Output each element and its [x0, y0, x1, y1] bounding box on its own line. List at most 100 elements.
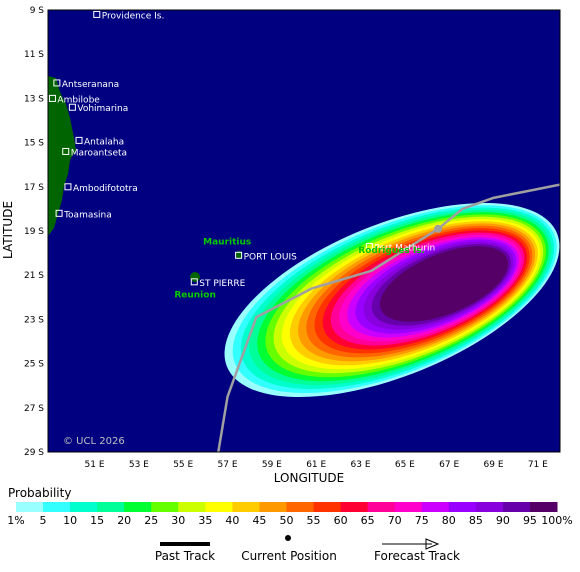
legend-swatch — [205, 502, 233, 512]
place-label: Ambodifototra — [73, 184, 138, 194]
probability-swath — [224, 202, 560, 398]
legend-swatch — [340, 502, 369, 512]
legend-label: 30 — [171, 514, 185, 527]
legend-label: 45 — [252, 514, 266, 527]
legend-label: 10 — [63, 514, 77, 527]
place-marker — [48, 94, 56, 102]
probability-legend: 1% 5 10 15 20 25 30 35 40 45 50 55 60 65 70 75 80 85 90 95 1… — [7, 502, 573, 527]
strike-probability-map: Providence Is. Antseranana AmbilobeVohimar… — [1, 6, 561, 485]
place-label: Antseranana — [62, 80, 119, 90]
place-label: Providence Is. — [102, 11, 165, 21]
storm-track — [217, 183, 560, 452]
track-legend: Past Track Current Position Forecast Tra… — [155, 535, 460, 563]
place-label: PORT LOUIS — [244, 252, 297, 262]
legend-swatch — [16, 502, 44, 512]
place-label: Ambilobe — [57, 95, 100, 105]
latitude-ticks: 9 S 11 S 13 S 15 S 17 S 19 S 21 S 23 S 25 S 27 S 2… — [24, 6, 44, 458]
legend-swatch — [151, 502, 179, 512]
latitude-tick-label: 25 S — [24, 360, 44, 370]
forecast-track-label: Forecast Track — [374, 549, 460, 563]
legend-label: 35 — [198, 514, 212, 527]
forecast-track-line — [437, 183, 560, 230]
legend-swatch — [421, 502, 450, 512]
place-marker — [75, 136, 83, 144]
longitude-tick-label: 65 E — [395, 460, 415, 470]
legend-label: 25 — [144, 514, 158, 527]
madagascar-coast — [48, 76, 76, 236]
place-marker — [93, 10, 101, 18]
place-marker — [62, 147, 70, 155]
legend-swatch — [367, 502, 396, 512]
legend-swatch — [259, 502, 287, 512]
longitude-tick-label: 53 E — [129, 460, 149, 470]
island-label: Rodrigues Is. — [358, 246, 425, 256]
place-marker — [64, 183, 72, 191]
legend-swatch — [475, 502, 504, 512]
legend-swatch — [313, 502, 342, 512]
legend-swatch — [97, 502, 125, 512]
latitude-tick-label: 17 S — [24, 183, 44, 193]
mauritius-island — [236, 251, 242, 259]
plot-frame — [47, 9, 561, 453]
longitude-tick-label: 67 E — [439, 460, 459, 470]
latitude-tick-label: 11 S — [24, 50, 44, 60]
place-marker — [190, 278, 198, 286]
island-label: Mauritius — [203, 237, 251, 247]
past-track-label: Past Track — [155, 549, 215, 563]
latitude-tick-label: 13 S — [24, 94, 44, 104]
legend-label: 55 — [307, 514, 321, 527]
latitude-tick-label: 9 S — [30, 6, 45, 16]
longitude-tick-label: 55 E — [173, 460, 193, 470]
legend-label: 60 — [334, 514, 348, 527]
forecast-arrow-icon — [425, 538, 440, 550]
longitude-ticks: 51 E 53 E 55 E 57 E 59 E 61 E 63 E 65 E 67 E 69 E… — [85, 460, 549, 470]
latitude-tick-label: 29 S — [24, 448, 44, 458]
latitude-tick-label: 21 S — [24, 271, 44, 281]
place-marker — [53, 79, 61, 87]
latitude-tick-label: 27 S — [24, 404, 44, 414]
legend-label: 90 — [496, 514, 510, 527]
legend-label: 50 — [280, 514, 294, 527]
legend-label: 15 — [90, 514, 104, 527]
legend-swatch — [502, 502, 531, 512]
place-label: ST PIERRE — [199, 279, 245, 289]
place-marker — [68, 103, 76, 111]
copyright: © UCL 2026 — [63, 436, 125, 447]
landmasses — [48, 76, 242, 282]
legend-swatch — [394, 502, 423, 512]
legend-label: 85 — [469, 514, 483, 527]
longitude-tick-label: 61 E — [306, 460, 326, 470]
legend-swatch — [232, 502, 260, 512]
longitude-tick-label: 71 E — [528, 460, 548, 470]
legend-label: 75 — [415, 514, 429, 527]
latitude-tick-label: 23 S — [24, 315, 44, 325]
legend-label: 80 — [442, 514, 456, 527]
legend-label: 95 — [523, 514, 537, 527]
place-label: Vohimarina — [77, 104, 128, 114]
legend-swatch — [178, 502, 206, 512]
legend-swatch — [529, 502, 558, 512]
place-label: Maroantseta — [71, 148, 127, 158]
legend-swatch — [43, 502, 71, 512]
past-track-line — [217, 227, 439, 452]
legend-label: 20 — [117, 514, 131, 527]
place-marker — [365, 242, 373, 250]
latitude-tick-label: 15 S — [24, 139, 44, 149]
legend-label: 65 — [361, 514, 375, 527]
legend-swatch — [448, 502, 477, 512]
island-label: Reunion — [174, 290, 216, 300]
current-position-label: Current Position — [241, 549, 337, 563]
place-marker — [235, 251, 243, 259]
legend-label: 1% — [7, 514, 24, 527]
current-position-marker — [434, 224, 443, 233]
place-label: Antalaha — [84, 137, 124, 147]
legend-label: 100% — [541, 514, 572, 527]
legend-label: 40 — [225, 514, 239, 527]
y-axis-label: LATITUDE — [1, 201, 15, 259]
place-markers: Providence Is. Antseranana AmbilobeVohimar… — [48, 10, 435, 300]
legend-label: 5 — [40, 514, 47, 527]
place-marker — [55, 209, 63, 217]
place-label: Port Mathurin — [374, 243, 435, 253]
legend-title: Probability — [8, 486, 72, 500]
legend-label: 70 — [388, 514, 402, 527]
